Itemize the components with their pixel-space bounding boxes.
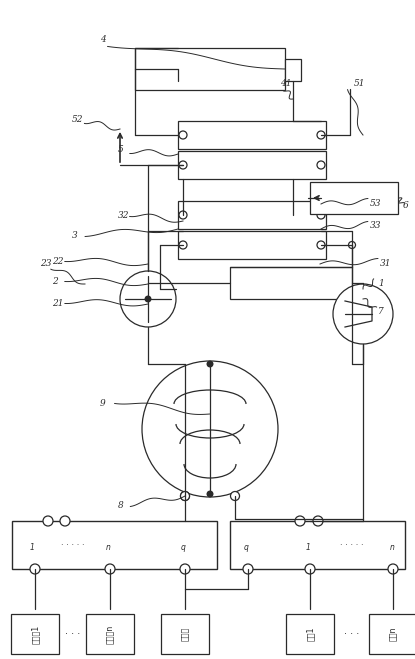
- Text: 22: 22: [52, 256, 63, 266]
- Circle shape: [349, 241, 356, 248]
- Text: · · · · ·: · · · · ·: [61, 540, 85, 550]
- Text: 1: 1: [29, 542, 34, 552]
- Bar: [178, 151, 326, 179]
- Text: · · ·: · · ·: [66, 629, 81, 639]
- Bar: [12, 521, 217, 569]
- Circle shape: [317, 161, 325, 169]
- Circle shape: [313, 516, 323, 526]
- Text: 21: 21: [52, 299, 63, 308]
- Text: 5: 5: [118, 144, 124, 154]
- Text: n: n: [390, 542, 394, 552]
- Circle shape: [180, 564, 190, 574]
- Circle shape: [207, 360, 213, 368]
- Text: 稀释液1: 稀释液1: [30, 624, 39, 644]
- Text: 23: 23: [40, 260, 51, 268]
- Circle shape: [120, 271, 176, 327]
- Circle shape: [181, 492, 190, 500]
- Circle shape: [30, 564, 40, 574]
- Text: 4: 4: [100, 34, 106, 43]
- Circle shape: [179, 131, 187, 139]
- Text: 3: 3: [72, 231, 78, 241]
- Bar: [178, 121, 326, 149]
- Circle shape: [179, 161, 187, 169]
- Text: q: q: [181, 542, 186, 552]
- Text: 1: 1: [378, 279, 384, 287]
- Bar: [230, 521, 405, 569]
- Text: 33: 33: [370, 221, 381, 231]
- Text: 9: 9: [100, 399, 106, 407]
- Text: 32: 32: [118, 212, 129, 221]
- Text: 7: 7: [378, 306, 384, 316]
- Circle shape: [60, 516, 70, 526]
- Bar: [310, 182, 398, 214]
- Text: 样品n: 样品n: [388, 627, 398, 641]
- Text: 53: 53: [370, 198, 381, 208]
- Bar: [86, 614, 134, 654]
- Circle shape: [333, 284, 393, 344]
- Bar: [161, 614, 209, 654]
- Circle shape: [105, 564, 115, 574]
- Circle shape: [181, 492, 190, 500]
- Circle shape: [179, 241, 187, 249]
- Circle shape: [230, 492, 239, 500]
- Text: 51: 51: [354, 78, 366, 88]
- Circle shape: [305, 564, 315, 574]
- Text: 41: 41: [280, 80, 291, 88]
- Text: 31: 31: [380, 258, 391, 268]
- Bar: [178, 201, 326, 229]
- Text: 52: 52: [72, 115, 83, 123]
- Text: 2: 2: [52, 277, 58, 285]
- Circle shape: [317, 211, 325, 219]
- Text: q: q: [244, 542, 249, 552]
- Text: 6: 6: [403, 202, 409, 210]
- Bar: [11, 614, 59, 654]
- Text: 样品1: 样品1: [305, 627, 315, 641]
- Circle shape: [43, 516, 53, 526]
- Circle shape: [142, 361, 278, 497]
- Text: 1: 1: [305, 542, 310, 552]
- Bar: [135, 48, 285, 90]
- Bar: [285, 59, 301, 81]
- Bar: [230, 267, 352, 299]
- Circle shape: [243, 564, 253, 574]
- Text: · · · · ·: · · · · ·: [340, 540, 364, 550]
- Circle shape: [388, 564, 398, 574]
- Bar: [369, 614, 415, 654]
- Bar: [178, 231, 326, 259]
- Text: 稀释液n: 稀释液n: [105, 624, 115, 644]
- Text: n: n: [105, 542, 110, 552]
- Text: · · ·: · · ·: [344, 629, 360, 639]
- Circle shape: [317, 241, 325, 249]
- Circle shape: [295, 516, 305, 526]
- Circle shape: [179, 211, 187, 219]
- Text: 清洗液: 清洗液: [181, 627, 190, 641]
- Bar: [286, 614, 334, 654]
- Circle shape: [317, 131, 325, 139]
- Circle shape: [144, 295, 151, 302]
- Text: 8: 8: [118, 501, 124, 511]
- Circle shape: [207, 490, 213, 498]
